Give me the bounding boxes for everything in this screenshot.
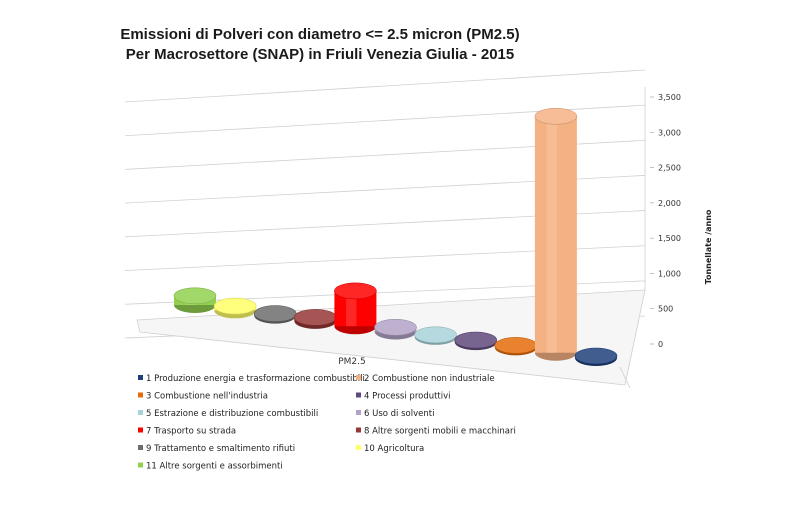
legend-swatch-10 <box>356 445 361 450</box>
y-tick-label: 0 <box>658 340 663 349</box>
bar-cylinder-7 <box>334 282 377 335</box>
bar-cylinder-10 <box>213 297 257 319</box>
bar-cylinder-5 <box>414 326 457 345</box>
legend-label-10: 10 Agricoltura <box>364 444 424 454</box>
legend-label-1: 1 Produzione energia e trasformazione co… <box>146 374 365 384</box>
legend: 1 Produzione energia e trasformazione co… <box>138 374 516 472</box>
legend-swatch-5 <box>138 410 143 415</box>
gridline <box>124 69 646 103</box>
legend-swatch-2 <box>356 375 361 380</box>
legend-label-6: 6 Uso di solventi <box>364 409 434 419</box>
legend-label-9: 9 Trattamento e smaltimento rifiuti <box>146 444 295 454</box>
chart-title-line-2: Per Macrosettore (SNAP) in Friuli Venezi… <box>126 46 514 63</box>
legend-label-5: 5 Estrazione e distribuzione combustibil… <box>146 409 318 419</box>
legend-label-3: 3 Combustione nell'industria <box>146 392 268 402</box>
y-tick-label: 1,000 <box>658 269 681 278</box>
legend-swatch-1 <box>138 375 143 380</box>
bar-top <box>374 318 417 336</box>
front-axis-edge <box>619 366 631 389</box>
bar-top <box>574 347 618 365</box>
bar-cylinder-4 <box>454 331 498 351</box>
legend-swatch-11 <box>138 462 143 468</box>
y-axis-label: Tonnellate /anno <box>704 209 713 284</box>
bar-top <box>173 287 217 305</box>
bar-top <box>414 326 457 344</box>
chart-title-line-1: Emissioni di Polveri con diametro <= 2.5… <box>120 26 519 43</box>
y-tick-label: 2,000 <box>658 199 681 208</box>
category-label: PM2.5 <box>338 357 366 367</box>
bar-cylinder-11 <box>173 287 217 313</box>
bar-top <box>253 305 297 322</box>
legend-swatch-7 <box>138 427 143 433</box>
legend-swatch-9 <box>138 445 143 450</box>
bar-cylinder-6 <box>374 318 417 340</box>
bar-cylinder-3 <box>494 337 538 356</box>
y-tick-label: 3,500 <box>658 93 681 102</box>
bar-top <box>494 337 538 354</box>
bar-highlight <box>546 116 557 353</box>
bar-cylinder-8 <box>293 309 337 329</box>
bar-cylinder-2 <box>534 107 578 361</box>
bar-highlight <box>345 290 357 327</box>
legend-swatch-6 <box>356 410 361 415</box>
legend-label-8: 8 Altre sorgenti mobili e macchinari <box>364 427 516 437</box>
y-tick-label: 1,500 <box>658 234 681 243</box>
bar-top <box>213 297 257 315</box>
bar-top <box>293 309 337 326</box>
y-tick-label: 500 <box>658 305 673 314</box>
legend-swatch-4 <box>356 392 361 398</box>
legend-label-7: 7 Trasporto su strada <box>146 427 236 437</box>
y-tick-label: 2,500 <box>658 164 681 173</box>
plot-area: 0 500 1,000 1,500 2,000 2,500 3,000 3,500 <box>124 69 681 389</box>
legend-label-11: 11 Altre sorgenti e assorbimenti <box>146 462 283 472</box>
bar-top <box>334 282 377 300</box>
bar-cylinder-1 <box>574 347 618 366</box>
legend-label-2: 2 Combustione non industriale <box>364 374 495 384</box>
y-tick-label: 3,000 <box>658 128 681 137</box>
bar-top <box>454 331 498 349</box>
legend-swatch-8 <box>356 427 361 433</box>
back-wall <box>125 82 645 318</box>
bar-top <box>534 107 578 125</box>
legend-swatch-3 <box>138 392 143 398</box>
bar-cylinder-9 <box>253 305 297 324</box>
legend-label-4: 4 Processi produttivi <box>364 392 451 402</box>
